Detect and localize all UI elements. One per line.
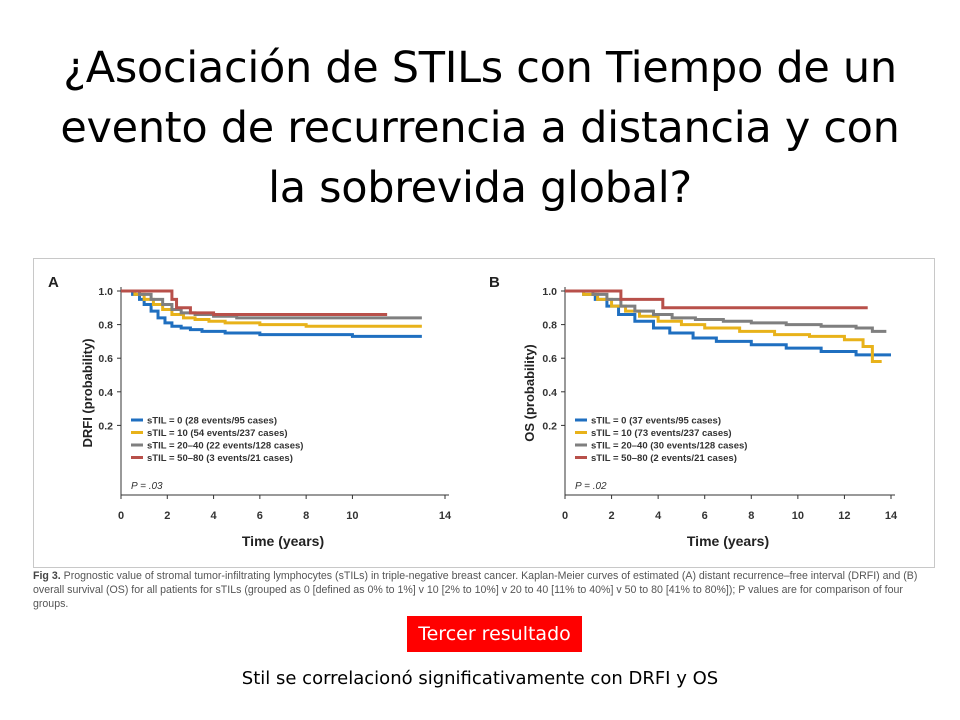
- x-tick-label: 14: [439, 510, 452, 522]
- x-tick-label: 6: [257, 510, 263, 522]
- y-tick-label: 1.0: [542, 286, 557, 298]
- legend-entry: sTIL = 10 (54 events/237 cases): [147, 428, 288, 439]
- y-tick-label: 0.2: [542, 420, 557, 432]
- legend-entry: sTIL = 0 (37 events/95 cases): [591, 416, 721, 427]
- legend-entry: sTIL = 20–40 (22 events/128 cases): [147, 441, 303, 452]
- km-curve-series-4: [565, 289, 868, 310]
- x-tick-label: 12: [838, 510, 850, 522]
- y-axis-label: OS (probability): [522, 344, 537, 442]
- legend-entry: sTIL = 50–80 (3 events/21 cases): [147, 453, 293, 464]
- y-axis-label: DRFI (probability): [80, 338, 95, 447]
- figure-caption: Fig 3. Prognostic value of stromal tumor…: [33, 569, 938, 611]
- legend-entry: sTIL = 20–40 (30 events/128 cases): [591, 441, 747, 452]
- km-curve-series-4: [121, 289, 388, 317]
- caption-label: Fig 3.: [33, 570, 61, 582]
- x-tick-label: 14: [885, 510, 898, 522]
- x-tick-label: 2: [609, 510, 615, 522]
- chart-panel-a: A 1.0 0.8 0.6 0.4 0.2 0 2 4 6 8 10 14 Time (years) DRF…: [48, 274, 452, 549]
- x-tick-label: 0: [562, 510, 568, 522]
- x-tick-label: 8: [748, 510, 754, 522]
- x-tick-label: 10: [792, 510, 804, 522]
- legend-entry: sTIL = 10 (73 events/237 cases): [591, 428, 732, 439]
- result-badge: Tercer resultado: [407, 616, 582, 652]
- x-tick-label: 6: [702, 510, 708, 522]
- figure-box: A 1.0 0.8 0.6 0.4 0.2 0 2 4 6 8 10 14 Time (years) DRF…: [33, 258, 935, 568]
- p-value-label: P = .02: [575, 481, 607, 492]
- x-axis-label: Time (years): [242, 533, 324, 549]
- conclusion-text: Stil se correlacionó significativamente …: [241, 668, 719, 689]
- y-tick-label: 0.2: [98, 420, 113, 432]
- x-tick-label: 4: [655, 510, 662, 522]
- y-tick-label: 0.8: [98, 320, 113, 332]
- x-tick-label: 4: [211, 510, 218, 522]
- panel-label: B: [489, 274, 500, 291]
- x-tick-label: 0: [118, 510, 124, 522]
- slide-title-line-3: la sobrevida global?: [268, 163, 692, 213]
- legend-entry: sTIL = 50–80 (2 events/21 cases): [591, 453, 737, 464]
- slide-title-line-2: evento de recurrencia a distancia y con: [60, 103, 900, 153]
- legend-entry: sTIL = 0 (28 events/95 cases): [147, 416, 277, 427]
- y-tick-label: 0.8: [542, 320, 557, 332]
- y-tick-label: 1.0: [98, 286, 113, 298]
- slide-title-line-1: ¿Asociación de STILs con Tiempo de un: [63, 43, 897, 93]
- x-tick-label: 2: [164, 510, 170, 522]
- y-tick-label: 0.6: [98, 353, 113, 365]
- p-value-label: P = .03: [131, 481, 163, 492]
- km-charts: A 1.0 0.8 0.6 0.4 0.2 0 2 4 6 8 10 14 Time (years) DRF…: [48, 274, 898, 549]
- y-tick-label: 0.6: [542, 353, 557, 365]
- y-tick-label: 0.4: [542, 387, 557, 399]
- km-curve-series-3: [121, 289, 422, 320]
- chart-panel-b: B 1.0 0.8 0.6 0.4 0.2 0 2 4 6 8 10 12 14 Time (years) O…: [489, 274, 898, 549]
- km-curve-series-2: [121, 289, 422, 328]
- caption-text: Prognostic value of stromal tumor-infilt…: [33, 570, 918, 610]
- x-tick-label: 8: [303, 510, 309, 522]
- km-curve-series-3: [565, 289, 887, 333]
- y-tick-label: 0.4: [98, 387, 113, 399]
- slide-title: ¿Asociación de STILs con Tiempo de un ev…: [40, 38, 920, 218]
- panel-label: A: [48, 274, 59, 291]
- x-axis-label: Time (years): [687, 533, 769, 549]
- x-tick-label: 10: [346, 510, 358, 522]
